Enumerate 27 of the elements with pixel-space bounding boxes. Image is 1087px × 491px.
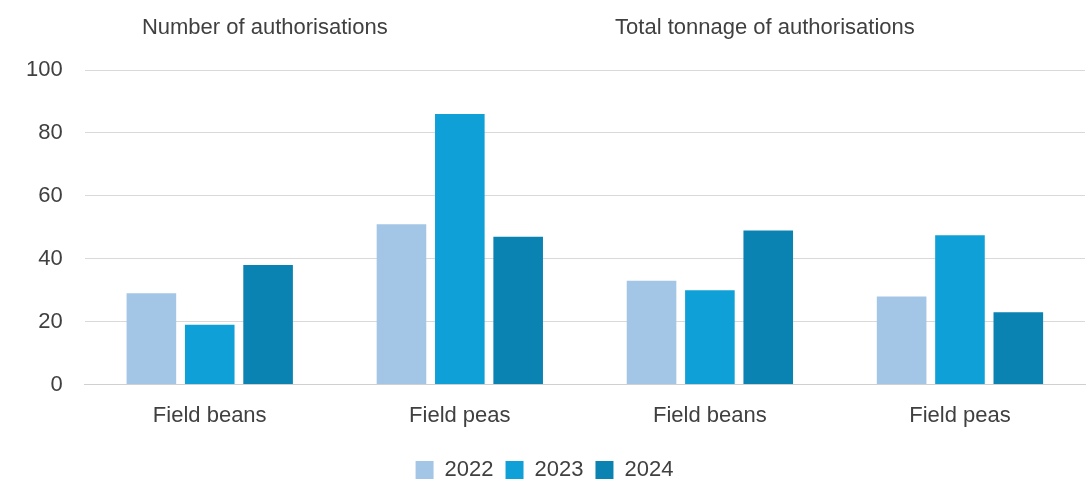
y-tick-label: 40	[38, 244, 63, 270]
bar	[743, 230, 794, 385]
bar	[493, 236, 543, 385]
bar	[993, 312, 1044, 385]
x-tick-label: Field beans	[653, 401, 767, 427]
legend-label: 2024	[624, 456, 674, 482]
bar	[626, 280, 677, 385]
x-tick-label: Field peas	[409, 401, 511, 427]
bar	[685, 290, 735, 385]
y-tick-label: 20	[38, 307, 63, 333]
bar	[184, 324, 235, 385]
x-tick-label: Field beans	[152, 401, 267, 427]
y-tick-label: 60	[38, 181, 63, 207]
legend-label: 2022	[444, 456, 494, 482]
bar	[243, 265, 293, 385]
text: Total tonnage of authorisations	[615, 14, 915, 40]
y-tick-label: 0	[50, 370, 63, 396]
bar	[876, 296, 927, 385]
x-tick-label: Field peas	[909, 401, 1011, 427]
bar	[126, 293, 177, 385]
bar	[935, 235, 985, 385]
bar	[376, 224, 427, 385]
text: Number of authorisations	[141, 14, 388, 40]
y-tick-label: 80	[38, 118, 63, 144]
legend-label: 2023	[534, 456, 584, 482]
y-tick-label: 100	[25, 56, 63, 82]
bar	[435, 114, 485, 385]
